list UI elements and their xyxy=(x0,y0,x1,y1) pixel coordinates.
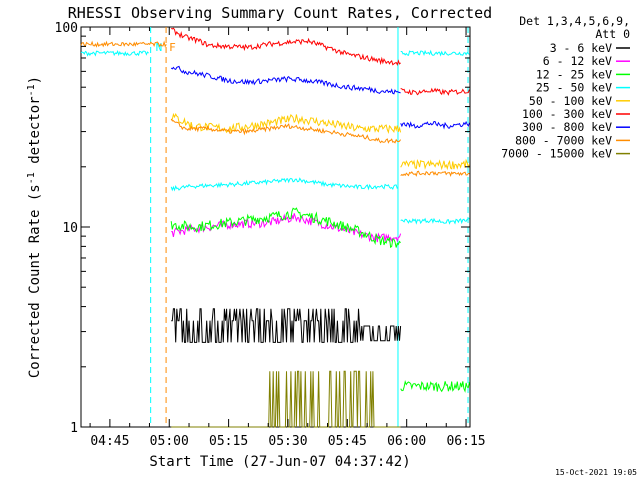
legend-header-line-2: Att 0 xyxy=(595,27,630,41)
marker-label: N xyxy=(156,41,163,54)
series-5 xyxy=(170,27,470,96)
footer-timestamp: 15-Oct-2021 19:05 xyxy=(555,468,637,477)
y-axis-label-exp1: -1 xyxy=(26,172,37,184)
series-0 xyxy=(171,308,402,343)
legend-item-label: 12 - 25 keV xyxy=(536,67,612,81)
series-line xyxy=(170,207,401,249)
series-line xyxy=(171,112,402,134)
series-line xyxy=(170,65,401,95)
legend-item-label: 50 - 100 keV xyxy=(529,94,612,108)
x-tick-label: 05:30 xyxy=(268,434,307,449)
y-tick-label: 10 xyxy=(62,221,78,236)
series-line xyxy=(400,379,470,393)
x-axis-label: Start Time (27-Jun-07 04:37:42) xyxy=(149,454,410,470)
y-axis-label-mid: detector xyxy=(27,96,43,172)
y-axis-label-exp2: -1 xyxy=(26,84,37,96)
series-line xyxy=(170,118,402,144)
legend-item-label: 3 - 6 keV xyxy=(550,41,612,55)
axes-layer: 04:45 05:00 05:15 05:30 05:45 06:00 06:15 1 10 10… xyxy=(55,21,486,449)
series-line xyxy=(171,308,402,343)
y-tick-label: 100 xyxy=(55,21,78,36)
series-layer xyxy=(80,27,470,428)
series-line xyxy=(170,27,401,66)
series-8 xyxy=(171,370,401,428)
series-6 xyxy=(170,65,470,130)
series-3 xyxy=(80,49,470,225)
legend-item-label: 300 - 800 keV xyxy=(522,120,612,134)
chart-title: RHESSI Observing Summary Count Rates, Co… xyxy=(68,4,492,22)
series-line xyxy=(400,49,470,57)
x-tick-label: 04:45 xyxy=(90,434,129,449)
series-line xyxy=(400,120,470,130)
y-axis-label: Corrected Count Rate (s-1 detector-1) xyxy=(26,76,43,378)
x-tick-label: 05:15 xyxy=(209,434,248,449)
series-line xyxy=(400,170,470,177)
series-line xyxy=(400,217,470,225)
series-2 xyxy=(170,207,470,393)
legend-item-label: 7000 - 15000 keV xyxy=(501,147,612,161)
marker-label: F xyxy=(169,41,176,54)
y-axis-label-end: ) xyxy=(27,76,43,84)
legend-header-line-1: Det 1,3,4,5,6,9, xyxy=(519,14,630,28)
x-tick-label: 05:45 xyxy=(328,434,367,449)
plot-frame xyxy=(80,26,471,428)
series-line xyxy=(170,177,398,192)
series-line xyxy=(80,49,149,57)
legend-item-label: 6 - 12 keV xyxy=(543,54,612,68)
series-line xyxy=(400,87,470,96)
y-axis-label-main: Corrected Count Rate (s xyxy=(27,184,43,378)
legend-item-label: 800 - 7000 keV xyxy=(515,133,612,147)
series-line xyxy=(171,370,401,428)
y-tick-label: 1 xyxy=(70,421,78,436)
x-tick-label: 06:15 xyxy=(446,434,485,449)
series-line xyxy=(80,40,167,48)
series-7 xyxy=(80,40,470,177)
series-4 xyxy=(171,112,470,171)
series-line xyxy=(400,158,470,171)
legend-item-label: 100 - 300 keV xyxy=(522,107,612,121)
legend-item-label: 25 - 50 keV xyxy=(536,81,612,95)
x-tick-label: 05:00 xyxy=(150,434,189,449)
x-tick-label: 06:00 xyxy=(387,434,426,449)
